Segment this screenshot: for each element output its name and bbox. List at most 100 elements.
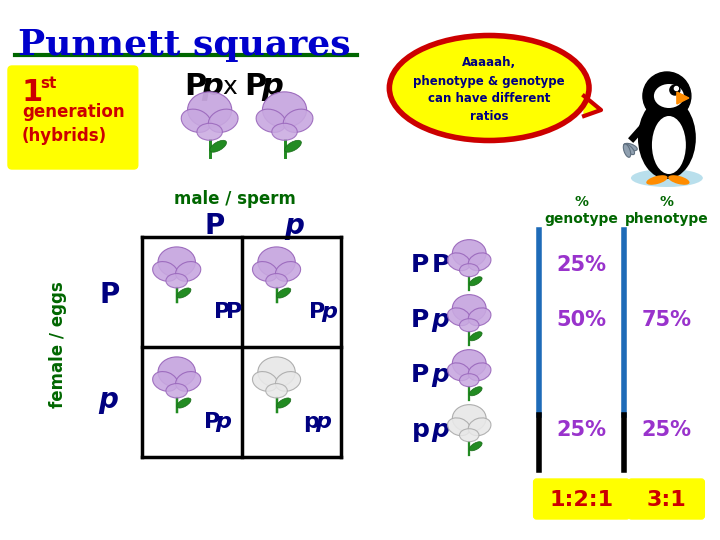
Text: P: P [204,212,225,240]
Ellipse shape [654,84,684,108]
Ellipse shape [177,288,191,298]
Ellipse shape [256,109,286,132]
Circle shape [670,85,680,95]
Ellipse shape [266,383,287,398]
Ellipse shape [468,418,491,436]
Polygon shape [584,96,601,116]
Ellipse shape [153,372,178,392]
Text: 25%: 25% [557,255,606,275]
Text: P: P [431,253,449,277]
Ellipse shape [177,398,191,408]
Ellipse shape [448,253,470,271]
Text: st: st [40,76,56,91]
Ellipse shape [176,261,201,281]
Ellipse shape [469,332,482,341]
Text: P: P [411,363,429,387]
Text: P: P [411,253,429,277]
Ellipse shape [283,109,313,132]
FancyBboxPatch shape [8,66,138,169]
Ellipse shape [390,36,589,140]
Text: x: x [222,75,238,99]
Ellipse shape [258,357,295,387]
Text: 75%: 75% [642,310,691,330]
Text: p: p [431,418,449,442]
Ellipse shape [158,357,195,387]
Ellipse shape [624,143,637,151]
Ellipse shape [208,109,238,132]
Ellipse shape [210,140,227,152]
Ellipse shape [452,404,486,432]
Ellipse shape [468,363,491,381]
Ellipse shape [153,261,178,281]
Ellipse shape [448,363,470,381]
Text: P: P [225,302,242,322]
Text: 1: 1 [22,78,43,107]
Ellipse shape [197,123,222,140]
Ellipse shape [638,97,696,179]
Ellipse shape [468,253,491,271]
Text: 25%: 25% [642,420,691,440]
Ellipse shape [258,247,295,277]
Text: p: p [98,386,118,414]
Ellipse shape [276,372,301,392]
Ellipse shape [469,387,482,396]
Ellipse shape [469,442,482,451]
Text: generation
(hybrids): generation (hybrids) [22,103,125,145]
Text: P: P [185,72,207,101]
Ellipse shape [176,372,201,392]
Ellipse shape [624,144,634,154]
Text: p: p [202,72,223,101]
Ellipse shape [272,123,297,140]
Text: female / eggs: female / eggs [49,282,67,408]
Ellipse shape [284,140,302,152]
Ellipse shape [263,92,307,127]
Text: 25%: 25% [557,420,606,440]
Text: Aaaaah,
phenotype & genotype
can have different
ratios: Aaaaah, phenotype & genotype can have di… [413,57,565,124]
Ellipse shape [276,288,291,298]
Ellipse shape [266,274,287,288]
Text: P: P [214,302,230,322]
Ellipse shape [469,276,482,286]
Ellipse shape [276,398,291,408]
Ellipse shape [652,116,686,174]
Ellipse shape [253,261,278,281]
Ellipse shape [459,374,479,387]
Ellipse shape [448,418,470,436]
FancyBboxPatch shape [629,479,704,519]
Circle shape [643,72,691,120]
Ellipse shape [452,350,486,377]
Text: p: p [304,412,320,432]
Ellipse shape [452,240,486,267]
Ellipse shape [253,372,278,392]
Circle shape [675,86,678,91]
Text: P: P [99,281,120,309]
Text: 50%: 50% [557,310,606,330]
Text: %
phenotype: % phenotype [624,195,708,226]
Ellipse shape [166,383,187,398]
Text: male / sperm: male / sperm [174,190,295,208]
Text: p: p [216,412,232,432]
Ellipse shape [459,429,479,442]
Ellipse shape [631,169,703,187]
Ellipse shape [459,264,479,276]
Ellipse shape [459,319,479,332]
Ellipse shape [276,261,301,281]
Text: p: p [315,412,331,432]
Text: P: P [411,308,429,332]
Text: p: p [321,302,338,322]
Text: %
genotype: % genotype [544,195,618,226]
Text: P: P [204,412,220,432]
FancyBboxPatch shape [534,479,629,519]
Text: 1:2:1: 1:2:1 [549,490,613,510]
Ellipse shape [468,308,491,326]
Text: p: p [284,212,305,240]
Text: p: p [431,308,449,332]
Text: P: P [245,72,267,101]
Text: P: P [310,302,325,322]
Ellipse shape [166,274,187,288]
Ellipse shape [188,92,232,127]
Ellipse shape [181,109,211,132]
Ellipse shape [668,175,690,185]
Text: p: p [431,363,449,387]
Ellipse shape [448,308,470,326]
